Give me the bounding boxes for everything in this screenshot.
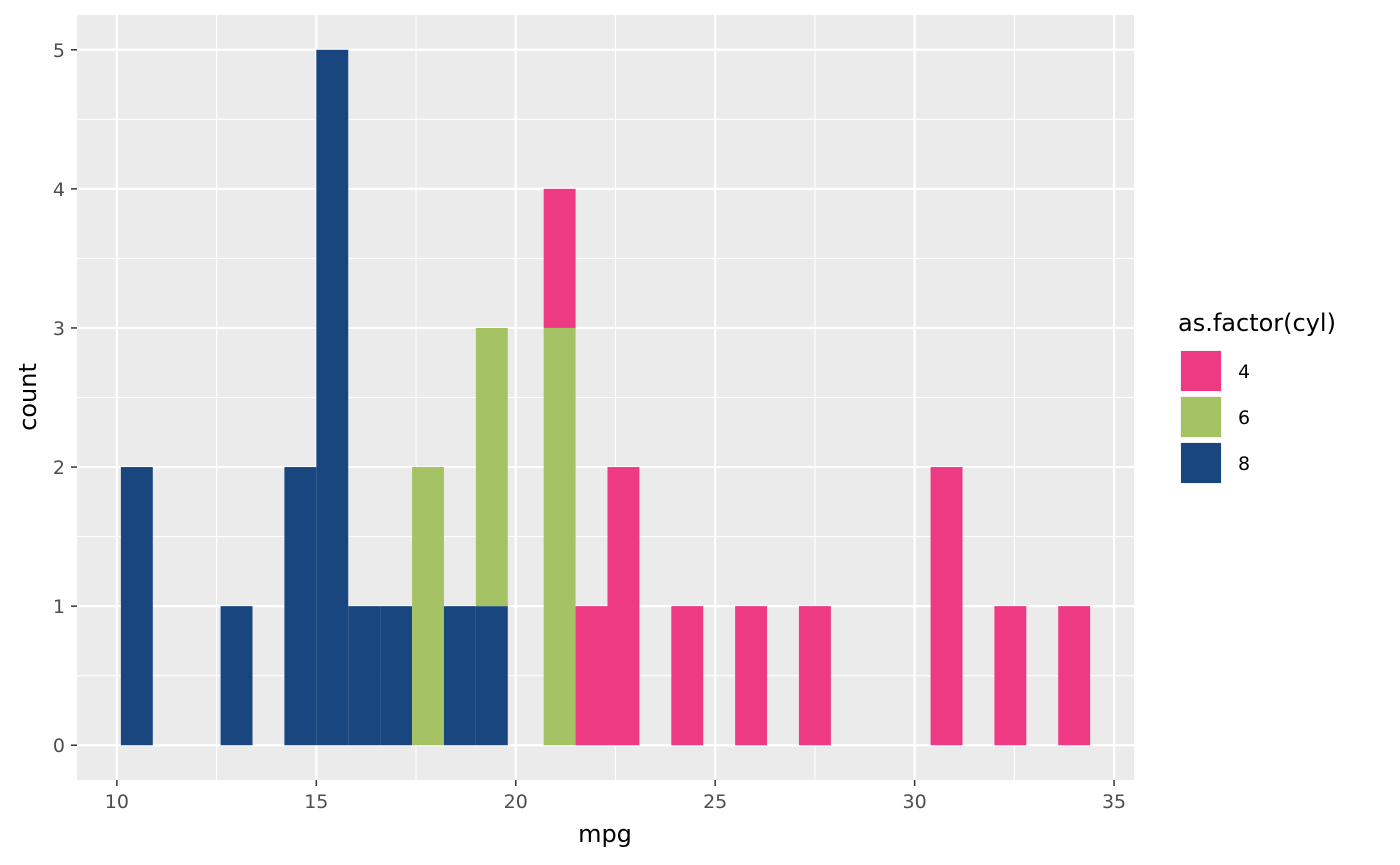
x-tick-label: 10 — [105, 791, 129, 813]
bar-cyl-8 — [316, 49, 349, 746]
bar-cyl-8 — [380, 606, 413, 746]
legend-items: 4 6 8 — [1180, 350, 1250, 484]
major-gridlines — [77, 15, 1134, 780]
bar-cyl-8 — [443, 606, 476, 746]
bar-cyl-8 — [348, 606, 381, 746]
y-tick-label: 5 — [53, 40, 65, 62]
bar-cyl-4 — [607, 467, 640, 746]
bar-cyl-6 — [475, 327, 508, 607]
x-tick-label: 25 — [703, 791, 727, 813]
y-axis-ticks: 0 1 2 3 4 5 — [53, 40, 77, 757]
bar-cyl-6 — [543, 327, 576, 746]
bars — [120, 49, 1091, 746]
x-tick-label: 35 — [1102, 791, 1126, 813]
y-tick-label: 4 — [53, 179, 65, 201]
y-tick-label: 3 — [53, 318, 65, 340]
legend-label-8: 8 — [1238, 453, 1250, 475]
bar-cyl-8 — [475, 606, 508, 746]
bar-cyl-4 — [798, 606, 831, 746]
bar-cyl-4 — [1058, 606, 1091, 746]
x-tick-label: 20 — [504, 791, 528, 813]
y-axis-title: count — [14, 363, 42, 431]
x-tick-label: 15 — [304, 791, 328, 813]
legend-swatch-6 — [1181, 397, 1221, 437]
bar-cyl-6 — [412, 467, 444, 746]
bar-cyl-4 — [735, 606, 768, 746]
y-tick-label: 0 — [53, 735, 65, 757]
x-axis-ticks: 10 15 20 25 30 35 — [105, 780, 1126, 813]
bar-cyl-8 — [120, 467, 153, 746]
legend-swatch-4 — [1181, 351, 1221, 391]
legend-title: as.factor(cyl) — [1178, 309, 1336, 337]
legend-label-6: 6 — [1238, 407, 1250, 429]
y-tick-label: 1 — [53, 596, 65, 618]
legend: as.factor(cyl) 4 6 8 — [1178, 309, 1336, 484]
bar-cyl-4 — [930, 467, 963, 746]
legend-label-4: 4 — [1238, 361, 1250, 383]
bar-cyl-4 — [671, 606, 704, 746]
x-tick-label: 30 — [903, 791, 927, 813]
x-axis-title: mpg — [578, 820, 632, 848]
bar-cyl-8 — [220, 606, 253, 746]
bar-cyl-4 — [994, 606, 1027, 746]
legend-swatch-8 — [1181, 443, 1221, 483]
bar-cyl-4 — [543, 188, 576, 328]
bar-cyl-8 — [284, 467, 317, 746]
y-tick-label: 2 — [53, 457, 65, 479]
bar-cyl-4 — [575, 606, 608, 746]
